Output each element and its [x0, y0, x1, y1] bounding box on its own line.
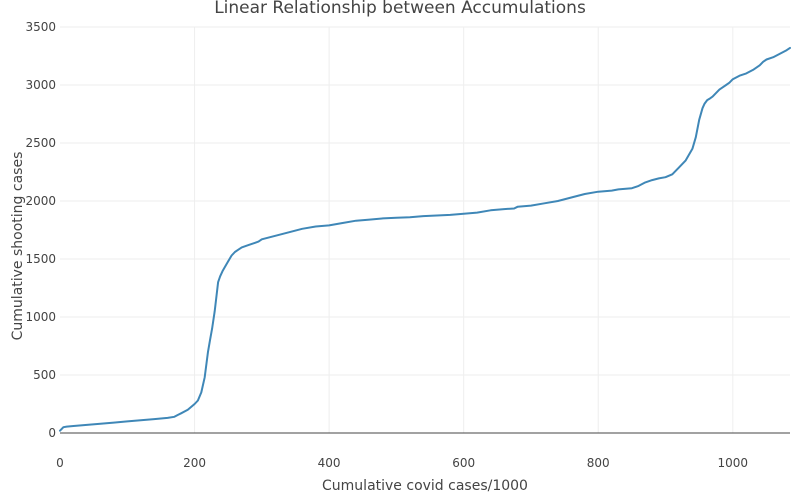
y-tick-label: 3500: [25, 20, 56, 34]
x-tick-label: 1000: [718, 456, 749, 470]
y-tick-label: 3000: [25, 78, 56, 92]
x-tick-label: 200: [183, 456, 206, 470]
data-line-layer: [59, 46, 791, 432]
y-tick-label: 500: [33, 368, 56, 382]
tick-label-layer: 0 200 400 600 800 1000 0 500 1000 1500 2000 2500 300…: [25, 20, 748, 470]
y-tick-label: 1500: [25, 252, 56, 266]
y-axis-title: Cumulative shooting cases: [10, 152, 26, 341]
x-tick-label: 600: [452, 456, 475, 470]
series-line: [59, 46, 791, 432]
x-tick-label: 400: [318, 456, 341, 470]
chart-title: Linear Relationship between Accumulation…: [214, 0, 586, 18]
y-tick-label: 2500: [25, 136, 56, 150]
y-tick-label: 2000: [25, 194, 56, 208]
x-tick-label: 0: [56, 456, 64, 470]
grid-layer: [60, 26, 790, 433]
x-tick-label: 800: [587, 456, 610, 470]
y-tick-label: 1000: [25, 310, 56, 324]
x-axis-title: Cumulative covid cases/1000: [322, 478, 528, 494]
y-tick-label: 0: [48, 426, 56, 440]
